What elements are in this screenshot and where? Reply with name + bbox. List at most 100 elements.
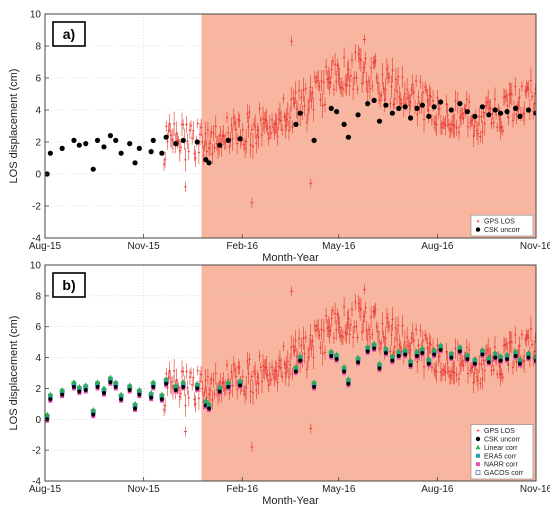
gps-point [445,342,448,362]
gps-point [185,363,188,380]
legend-label: GACOS corr [484,470,524,477]
gps-point [501,372,505,383]
x-tick-label: May-16 [322,241,356,252]
y-tick-label: 4 [35,353,41,364]
gps-point [303,95,306,117]
legend-csk-marker [475,227,481,232]
gps-point [324,307,328,324]
gps-point [308,89,311,114]
linear-corr-point [355,354,361,360]
gps-point [426,337,429,360]
gps-point [308,337,311,361]
gps-point [511,113,515,128]
panel-a: Aug-15 Nov-15 Feb-16 May-16 Aug-16 Nov-16 -4 -2… [8,10,550,265]
gps-point [524,334,527,345]
gps-point [355,320,358,332]
gps-point [190,131,194,145]
csk-uncorr-point [195,386,200,391]
gps-point [219,125,222,145]
gps-point [282,341,285,352]
linear-corr-point [180,379,186,385]
gps-point [398,85,401,109]
csk-uncorr-point [91,412,96,417]
linear-corr-point [225,379,231,385]
csk-uncorr-point [312,384,317,389]
gps-point [333,302,337,325]
gps-point [466,363,470,384]
gps-point [207,386,211,403]
linear-corr-point [136,386,142,392]
csk-uncorr-point [159,150,165,156]
gps-point [231,126,234,152]
gps-point [341,329,345,345]
csk-uncorr-point [504,109,510,115]
gps-point [313,320,317,332]
gps-point [455,119,458,136]
csk-uncorr-point [107,133,113,139]
gps-point [275,361,278,381]
gps-point [318,329,321,341]
linear-corr-point [71,379,77,385]
gps-point [435,112,438,137]
gps-point [170,376,174,396]
gps-point [480,110,483,123]
gps-point [165,120,168,133]
csk-uncorr-point [133,406,138,411]
gps-point [251,133,255,159]
gps-point [335,319,338,340]
csk-uncorr-point [396,354,401,359]
gps-point [428,84,431,107]
linear-corr-point [437,342,444,348]
gps-point [267,379,270,392]
gps-point [457,372,461,386]
gps-point [349,69,353,83]
gps-point [384,78,387,102]
gps-point [345,324,348,345]
linear-corr-point [457,343,463,349]
gps-point [246,104,249,124]
y-tick-label: 10 [30,261,42,272]
csk-uncorr-point [181,384,186,389]
gps-point [453,113,456,138]
linear-corr-point [173,382,179,388]
gps-point [270,360,274,374]
gps-point [445,94,448,114]
gps-point [364,301,367,315]
gps-point [305,360,309,379]
gps-point [393,88,396,109]
csk-uncorr-point [293,369,298,374]
gps-point [283,111,286,123]
gps-point [211,143,214,164]
gps-point [287,120,291,141]
csk-uncorr-point [159,397,164,402]
legend-label: CSK uncorr [484,437,521,444]
gps-point [435,360,438,383]
gps-point [323,96,327,113]
csk-uncorr-point [513,105,519,111]
csk-uncorr-point [472,113,478,119]
gps-point [368,77,372,100]
gps-point [279,110,283,131]
legend-linear-marker [475,444,481,450]
csk-uncorr-point [448,107,454,113]
linear-corr-point [94,379,101,385]
gps-point [365,320,368,340]
gps-point [221,130,224,143]
gps-point [486,89,490,116]
gps-point [534,83,536,95]
csk-uncorr-point [127,141,133,147]
csk-uncorr-point [449,355,454,360]
csk-uncorr-point [333,109,340,115]
legend-box [470,214,534,237]
gps-point [235,380,239,400]
gps-point [262,111,266,134]
linear-corr-point [311,379,317,385]
gps-point [532,103,535,120]
gps-point [520,80,524,92]
gps-point [309,324,312,348]
panel-label: b) [52,272,86,298]
gps-point [348,324,351,345]
legend-gacos-marker [475,470,481,476]
legend-box [470,424,534,480]
gps-point [530,91,534,102]
